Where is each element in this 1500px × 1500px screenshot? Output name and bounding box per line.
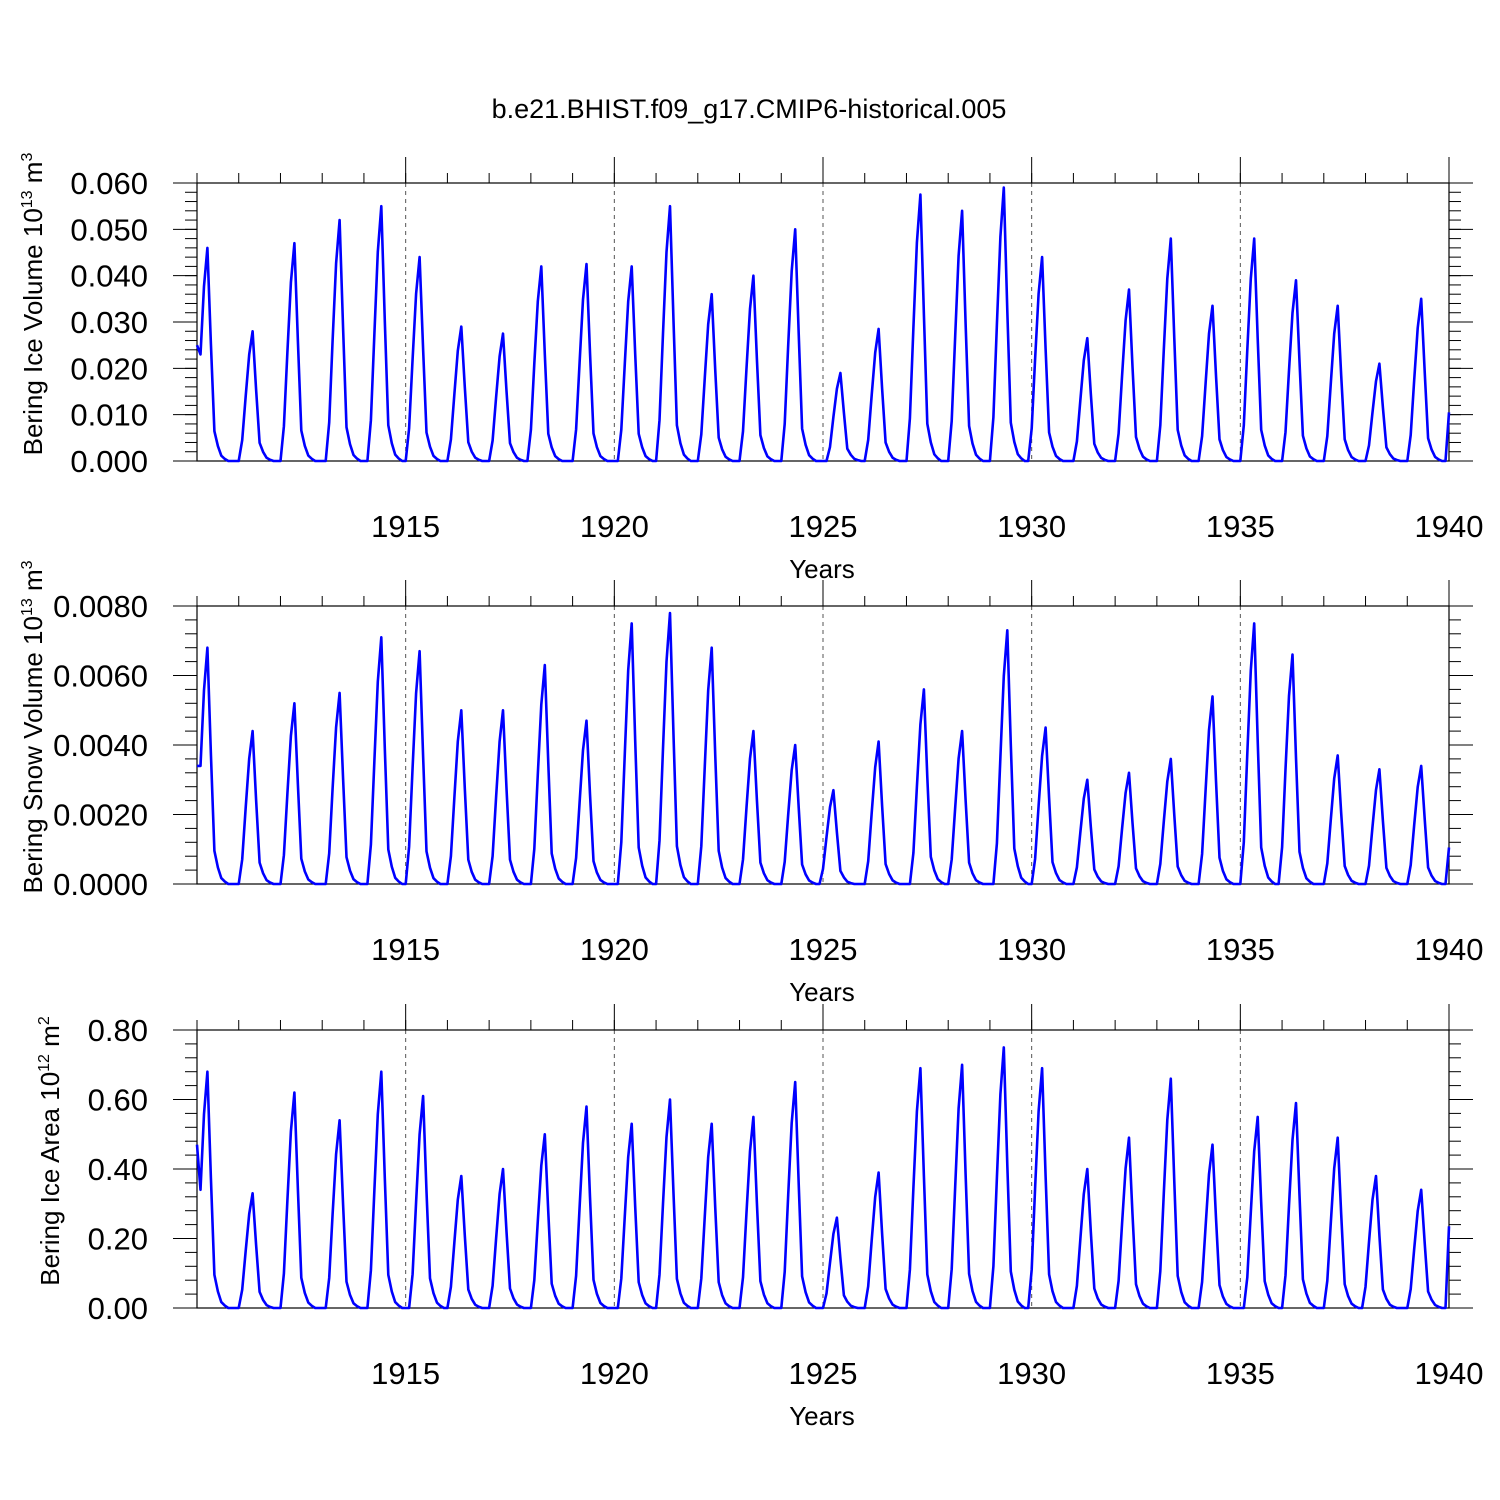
y-tick-label: 0.80 bbox=[88, 1013, 148, 1048]
x-tick-label: 1935 bbox=[1206, 509, 1275, 544]
x-tick-label: 1925 bbox=[789, 1356, 858, 1391]
y-axis-label: Bering Snow Volume 1013 m3 bbox=[18, 560, 48, 893]
y-tick-label: 0.000 bbox=[70, 444, 148, 479]
x-tick-label: 1920 bbox=[580, 1356, 649, 1391]
x-tick-label: 1930 bbox=[997, 932, 1066, 967]
x-tick-label: 1940 bbox=[1415, 509, 1484, 544]
x-tick-label: 1925 bbox=[789, 509, 858, 544]
x-tick-label: 1935 bbox=[1206, 1356, 1275, 1391]
y-tick-label: 0.20 bbox=[88, 1222, 148, 1257]
x-tick-label: 1940 bbox=[1415, 1356, 1484, 1391]
y-axis-label: Bering Ice Area 1012 m2 bbox=[35, 1016, 65, 1286]
y-tick-label: 0.40 bbox=[88, 1152, 148, 1187]
y-tick-label: 0.030 bbox=[70, 305, 148, 340]
y-tick-label: 0.0060 bbox=[53, 659, 148, 694]
x-tick-label: 1925 bbox=[789, 932, 858, 967]
y-tick-label: 0.010 bbox=[70, 398, 148, 433]
x-tick-label: 1915 bbox=[371, 509, 440, 544]
y-tick-label: 0.060 bbox=[70, 166, 148, 201]
y-tick-label: 0.040 bbox=[70, 259, 148, 294]
x-tick-label: 1930 bbox=[997, 1356, 1066, 1391]
panel-ice-volume: 0.000 0.010 0.020 0.030 0.040 0.050 0.060 1915 1… bbox=[18, 153, 1483, 584]
y-tick-label: 0.60 bbox=[88, 1083, 148, 1118]
y-tick-label: 0.0040 bbox=[53, 728, 148, 763]
x-tick-label: 1935 bbox=[1206, 932, 1275, 967]
x-axis-label: Years bbox=[789, 554, 855, 584]
x-tick-label: 1920 bbox=[580, 932, 649, 967]
y-tick-label: 0.050 bbox=[70, 212, 148, 247]
x-tick-label: 1930 bbox=[997, 509, 1066, 544]
y-tick-label: 0.0000 bbox=[53, 867, 148, 902]
x-tick-label: 1915 bbox=[371, 1356, 440, 1391]
x-tick-label: 1915 bbox=[371, 932, 440, 967]
panel-snow-volume: 0.0000 0.0020 0.0040 0.0060 0.0080 1915 1920 19… bbox=[18, 560, 1483, 1007]
y-tick-label: 0.020 bbox=[70, 351, 148, 386]
x-axis-label: Years bbox=[789, 977, 855, 1007]
panel-ice-area: 0.00 0.20 0.40 0.60 0.80 1915 1920 1925 1930 1935… bbox=[35, 1004, 1483, 1431]
main-title: b.e21.BHIST.f09_g17.CMIP6-historical.005 bbox=[492, 94, 1007, 124]
x-tick-label: 1920 bbox=[580, 509, 649, 544]
x-axis-label: Years bbox=[789, 1401, 855, 1431]
y-tick-label: 0.0020 bbox=[53, 798, 148, 833]
y-axis-label: Bering Ice Volume 1013 m3 bbox=[18, 153, 48, 456]
y-tick-label: 0.00 bbox=[88, 1291, 148, 1326]
series-line-snow-volume bbox=[197, 611, 1451, 886]
series-line-ice-volume bbox=[195, 186, 1451, 463]
series-line-ice-area bbox=[195, 1046, 1451, 1310]
x-tick-label: 1940 bbox=[1415, 932, 1484, 967]
y-tick-label: 0.0080 bbox=[53, 589, 148, 624]
